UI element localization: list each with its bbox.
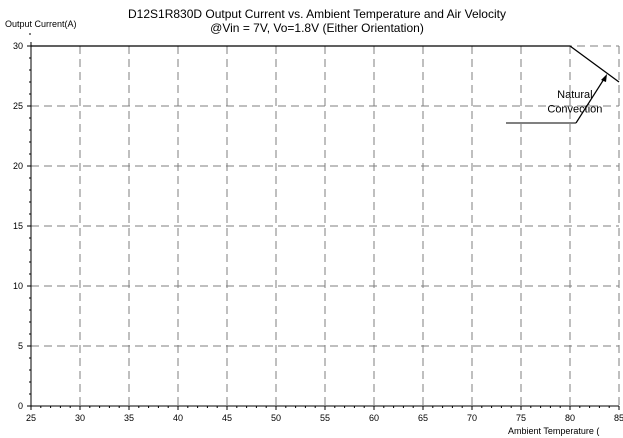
x-tick-label: 50 bbox=[271, 413, 281, 423]
x-tick-label: 25 bbox=[26, 413, 36, 423]
grid bbox=[31, 45, 620, 406]
x-axis-label: Ambient Temperature ( bbox=[508, 426, 599, 436]
x-tick-label: 65 bbox=[418, 413, 428, 423]
chart-subtitle: @Vin = 7V, Vo=1.8V (Either Orientation) bbox=[210, 21, 424, 35]
x-tick-label: 75 bbox=[516, 413, 526, 423]
series-line-0 bbox=[31, 45, 620, 83]
y-tick-label: 0 bbox=[18, 401, 23, 411]
annotation-convection: Convection bbox=[547, 103, 602, 115]
y-tick-label: 25 bbox=[13, 101, 23, 111]
y-tick-label: 5 bbox=[18, 341, 23, 351]
x-tick-label: 40 bbox=[173, 413, 183, 423]
y-tick-label: 20 bbox=[13, 161, 23, 171]
x-tick-label: 70 bbox=[467, 413, 477, 423]
ticks: 25 30 35 40 45 50 55 60 65 70 75 80 85 0 5 10 15 20 25 30 bbox=[13, 33, 623, 423]
series-group bbox=[31, 45, 620, 83]
annotation-arrowhead bbox=[601, 74, 607, 82]
y-tick-label: 15 bbox=[13, 221, 23, 231]
x-tick-label: 85 bbox=[614, 413, 623, 423]
y-tick-label: 10 bbox=[13, 281, 23, 291]
x-tick-label: 55 bbox=[320, 413, 330, 423]
annotation-natural: Natural bbox=[557, 89, 592, 101]
annotation-arrow bbox=[575, 78, 605, 124]
y-axis-label: Output Current(A) bbox=[5, 19, 77, 29]
x-tick-label: 60 bbox=[369, 413, 379, 423]
x-tick-label: 45 bbox=[222, 413, 232, 423]
chart-title: D12S1R830D Output Current vs. Ambient Te… bbox=[128, 7, 506, 21]
x-tick-label: 80 bbox=[565, 413, 575, 423]
y-tick-label: 30 bbox=[13, 41, 23, 51]
x-tick-label: 30 bbox=[75, 413, 85, 423]
x-tick-label: 35 bbox=[124, 413, 134, 423]
